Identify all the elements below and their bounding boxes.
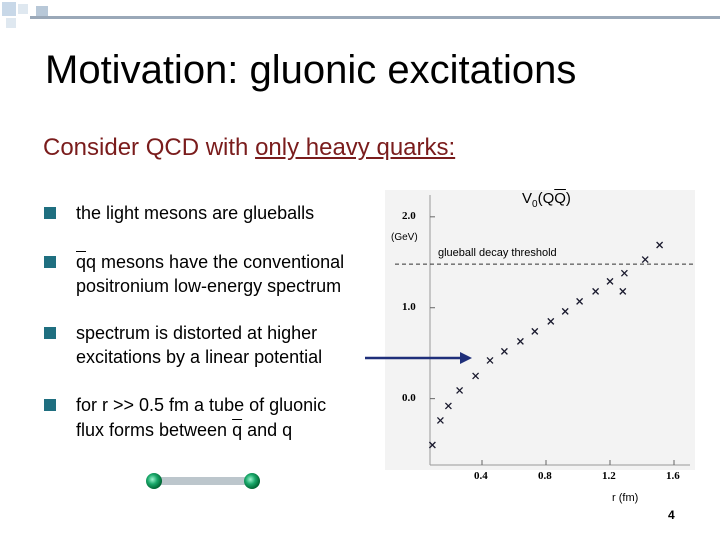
figure-title: )	[565, 190, 571, 207]
figure-title: Q	[554, 190, 566, 207]
bullet-marker	[44, 327, 56, 339]
data-point	[641, 256, 649, 264]
deco-square	[2, 2, 16, 16]
bullet-marker	[44, 256, 56, 268]
plot-background	[385, 190, 695, 470]
data-point	[444, 402, 452, 410]
data-point	[576, 297, 584, 305]
data-point	[486, 356, 494, 364]
top-rule	[30, 16, 720, 19]
quark	[146, 473, 162, 489]
y-tick-label: 1.0	[402, 300, 416, 313]
data-point	[436, 416, 444, 424]
y-unit: (GeV)	[391, 232, 418, 243]
data-point	[620, 269, 628, 277]
data-point	[592, 287, 600, 295]
data-point	[472, 372, 480, 380]
deco-square	[18, 4, 28, 14]
data-point	[516, 337, 524, 345]
bullet-text: for r >> 0.5 fm a tube of gluonic	[76, 395, 327, 415]
data-point	[456, 386, 464, 394]
bullet-text: q	[232, 420, 243, 440]
data-point	[531, 327, 539, 335]
page-number: 4	[668, 508, 675, 522]
bullet-text: flux forms between	[76, 420, 233, 440]
subtitle-lead: Consider QCD with	[43, 134, 256, 161]
data-point	[656, 241, 664, 249]
x-axis-label: r (fm)	[612, 492, 639, 504]
data-point	[547, 317, 555, 325]
figure-title: V0(QQ)	[522, 190, 571, 210]
threshold-label: glueball decay threshold	[438, 247, 557, 260]
bullet-marker	[44, 207, 56, 219]
deco-square	[6, 18, 16, 28]
subtitle-underlined: only heavy quarks:	[255, 134, 456, 161]
x-tick-label: 0.4	[474, 470, 488, 482]
bullet-text: qq mesons have the conventional	[76, 250, 344, 274]
bullet-text: spectrum is distorted at higher	[76, 323, 318, 343]
y-tick-label: 0.0	[402, 391, 416, 404]
figure-title: V	[522, 190, 533, 207]
figure-title: 0	[532, 199, 538, 210]
data-point	[619, 287, 627, 295]
y-tick-label: 2.0	[402, 209, 416, 222]
data-point	[561, 307, 569, 315]
subtitle: Consider QCD with only heavy quarks:	[43, 134, 455, 162]
antiquark	[244, 473, 260, 489]
bullet-text: and q	[242, 420, 293, 440]
data-point	[606, 277, 614, 285]
bullet-text: q	[76, 252, 87, 272]
bullet-text: the light mesons are glueballs	[76, 203, 315, 223]
flux-tube	[155, 477, 253, 485]
bullet-marker	[44, 399, 56, 411]
x-tick-label: 1.2	[602, 470, 616, 482]
bullet-text: excitations by a linear potential	[76, 347, 323, 367]
figure-title: (Q	[537, 190, 555, 207]
bullet-text: q mesons have the conventional	[86, 252, 345, 272]
x-tick-label: 1.6	[666, 470, 680, 482]
slide-title: Motivation: gluonic excitations	[45, 48, 577, 92]
data-point	[500, 347, 508, 355]
bullet-text: flux forms between q and q	[76, 418, 292, 442]
data-point	[428, 441, 436, 449]
deco-square	[36, 6, 48, 18]
x-tick-label: 0.8	[538, 470, 552, 482]
arrow-head	[460, 352, 472, 364]
bullet-text: positronium low-energy spectrum	[76, 276, 342, 296]
